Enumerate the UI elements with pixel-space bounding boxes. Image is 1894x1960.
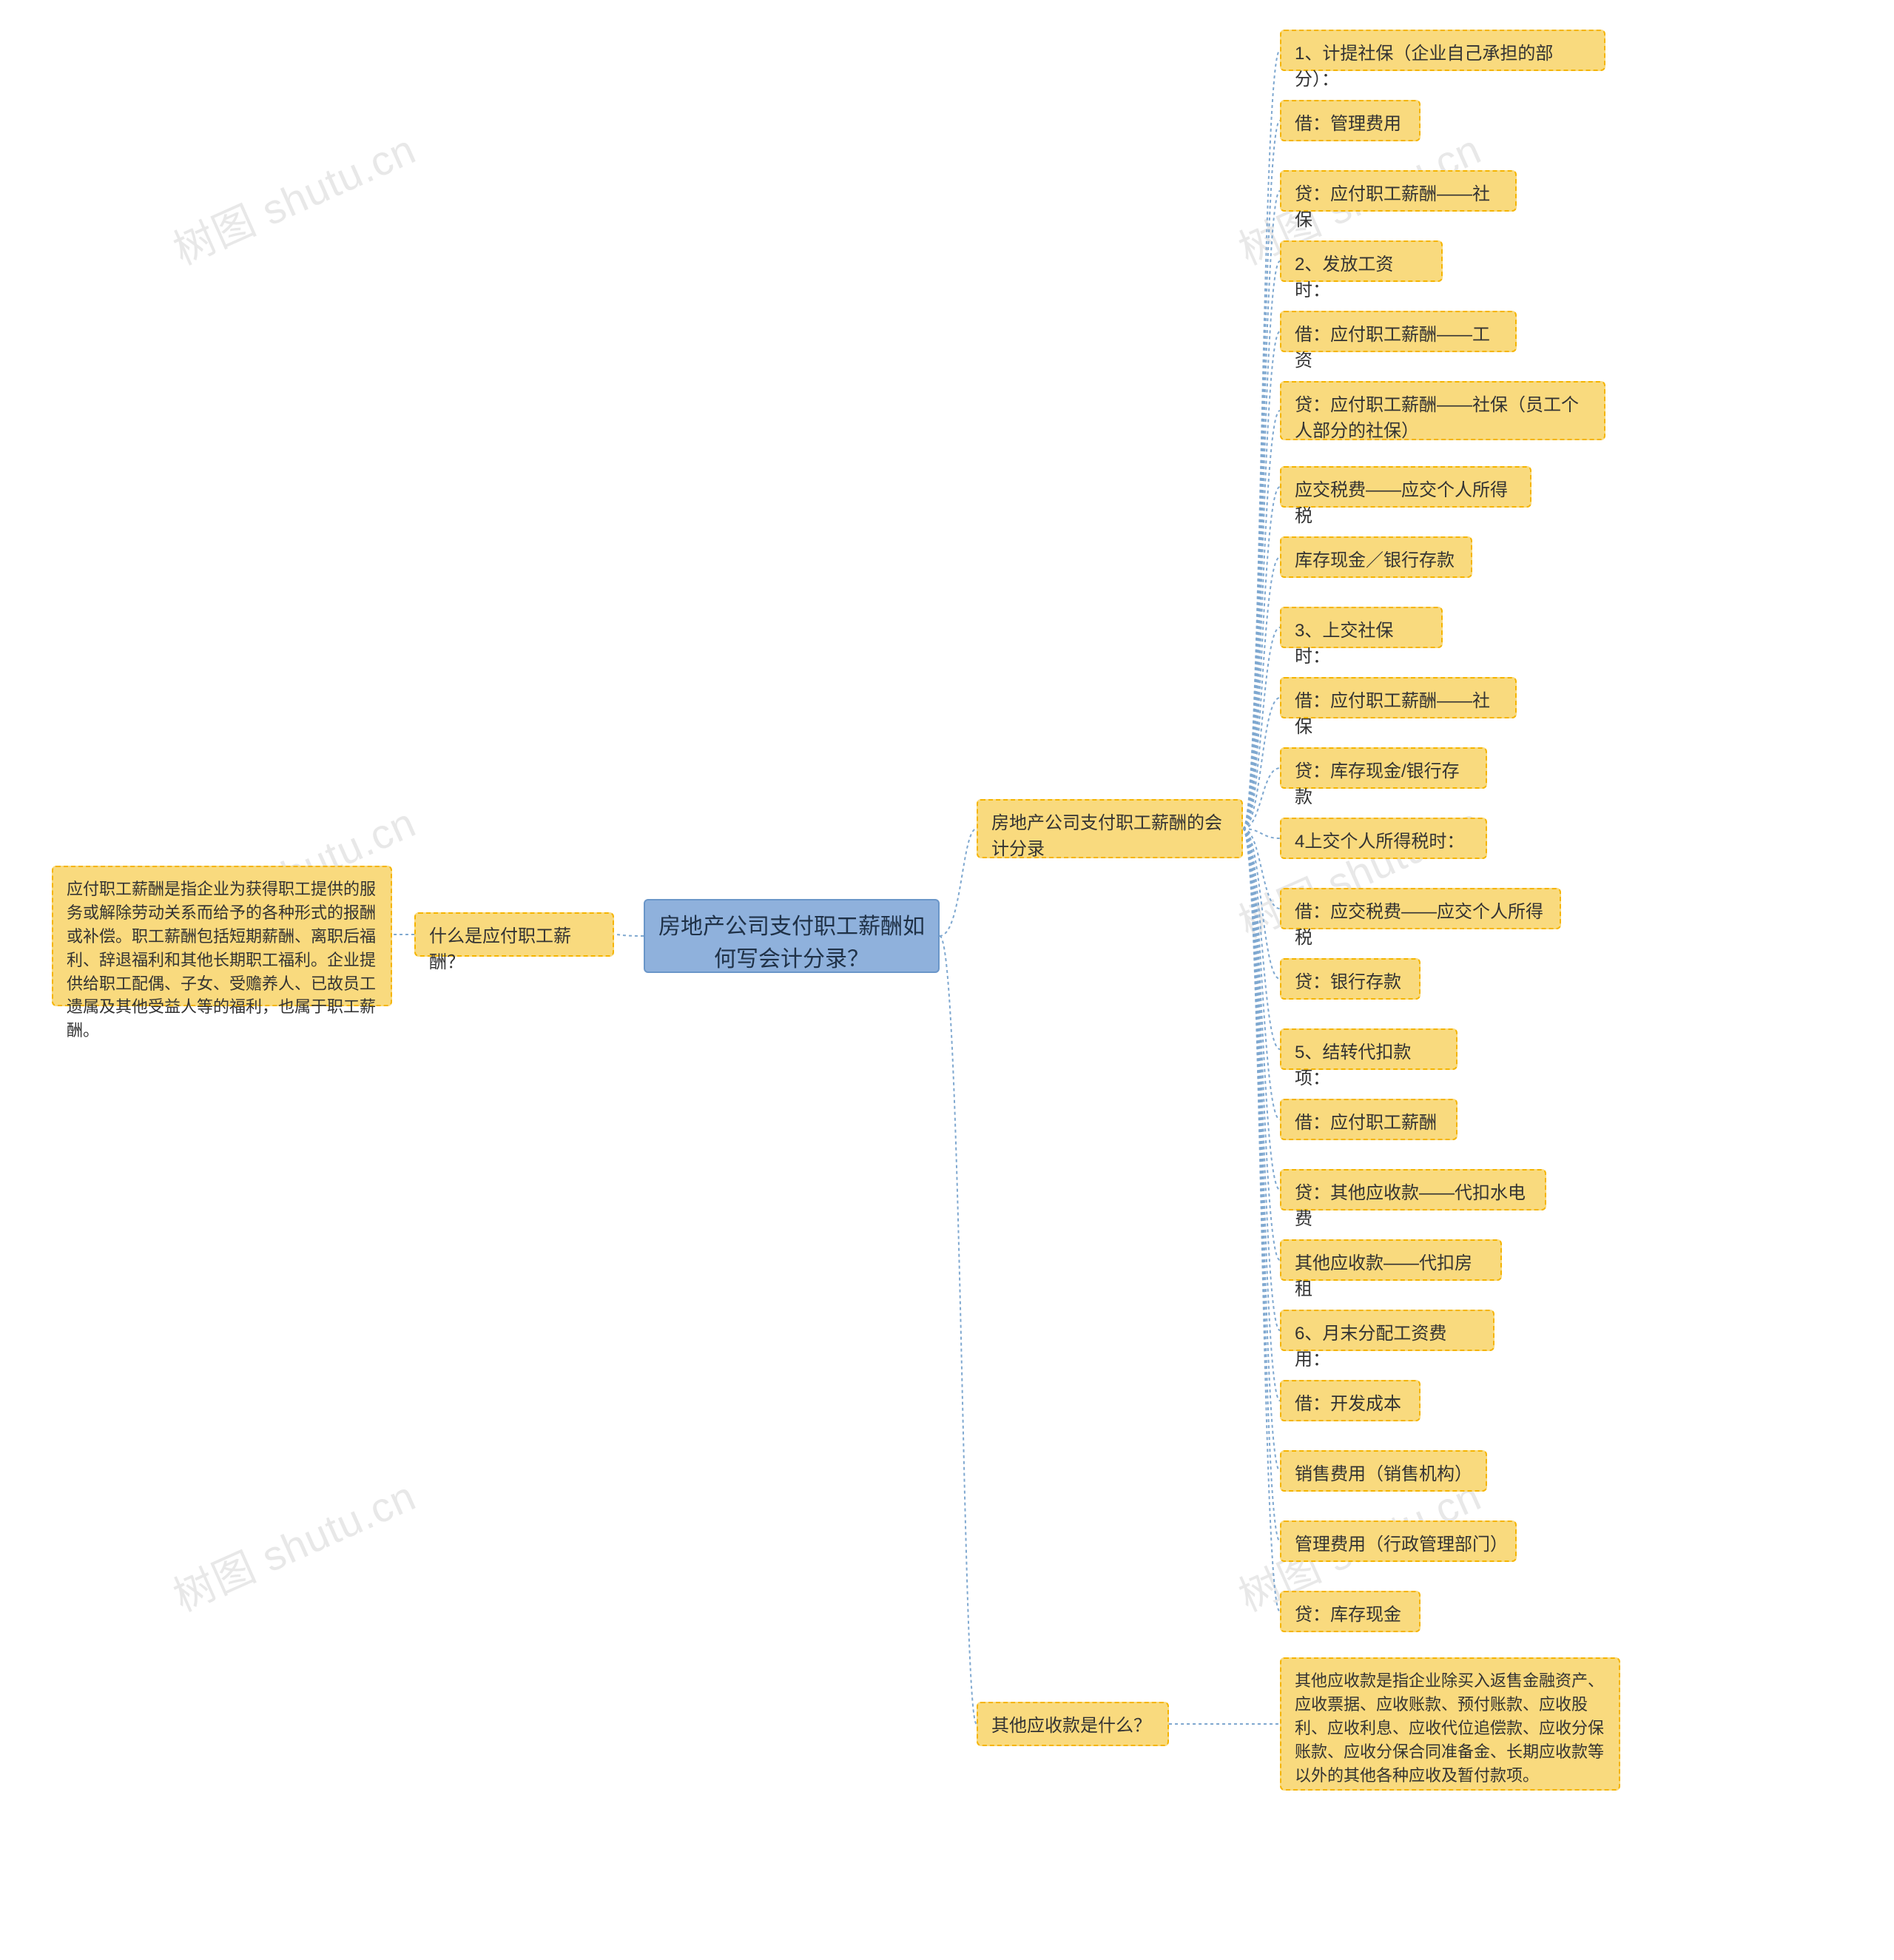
leaf-entry[interactable]: 借：应交税费——应交个人所得税 (1280, 888, 1561, 929)
leaf-entry[interactable]: 借：开发成本 (1280, 1380, 1420, 1421)
leaf-entry[interactable]: 贷：应付职工薪酬——社保（员工个人部分的社保） (1280, 381, 1605, 440)
leaf-entry[interactable]: 借：应付职工薪酬 (1280, 1099, 1457, 1140)
leaf-entry[interactable]: 管理费用（行政管理部门） (1280, 1520, 1517, 1562)
branch-what-is-yingfu[interactable]: 什么是应付职工薪酬？ (414, 912, 614, 957)
leaf-entry[interactable]: 贷：银行存款 (1280, 958, 1420, 1000)
leaf-entry[interactable]: 贷：其他应收款——代扣水电费 (1280, 1169, 1546, 1210)
leaf-entry[interactable]: 1、计提社保（企业自己承担的部分）： (1280, 30, 1605, 71)
watermark: 树图 shutu.cn (163, 117, 424, 277)
branch-entries[interactable]: 房地产公司支付职工薪酬的会计分录 (977, 799, 1243, 858)
leaf-entry[interactable]: 6、月末分配工资费用： (1280, 1310, 1494, 1351)
leaf-entry[interactable]: 库存现金／银行存款 (1280, 536, 1472, 578)
leaf-entry[interactable]: 3、上交社保时： (1280, 607, 1443, 648)
watermark: 树图 shutu.cn (163, 1464, 424, 1623)
leaf-entry[interactable]: 5、结转代扣款项： (1280, 1028, 1457, 1070)
branch-other-receivables[interactable]: 其他应收款是什么？ (977, 1702, 1169, 1746)
leaf-entry[interactable]: 贷：库存现金 (1280, 1591, 1420, 1632)
leaf-other-recv-def[interactable]: 其他应收款是指企业除买入返售金融资产、应收票据、应收账款、预付账款、应收股利、应… (1280, 1657, 1620, 1791)
leaf-entry[interactable]: 2、发放工资时： (1280, 240, 1443, 282)
leaf-entry[interactable]: 销售费用（销售机构） (1280, 1450, 1487, 1492)
root-node[interactable]: 房地产公司支付职工薪酬如何写会计分录？ (644, 899, 940, 973)
mindmap-canvas: 树图 shutu.cn 树图 shutu.cn 树图 shutu.cn 树图 s… (0, 0, 1894, 1960)
leaf-entry[interactable]: 借：管理费用 (1280, 100, 1420, 141)
leaf-yingfu-def[interactable]: 应付职工薪酬是指企业为获得职工提供的服务或解除劳动关系而给予的各种形式的报酬或补… (52, 866, 392, 1006)
leaf-entry[interactable]: 贷：库存现金/银行存款 (1280, 747, 1487, 789)
leaf-entry[interactable]: 其他应收款——代扣房租 (1280, 1239, 1502, 1281)
leaf-entry[interactable]: 应交税费——应交个人所得税 (1280, 466, 1531, 508)
leaf-entry[interactable]: 借：应付职工薪酬——社保 (1280, 677, 1517, 718)
leaf-entry[interactable]: 借：应付职工薪酬——工资 (1280, 311, 1517, 352)
leaf-entry[interactable]: 贷：应付职工薪酬——社保 (1280, 170, 1517, 212)
leaf-entry[interactable]: 4上交个人所得税时： (1280, 818, 1487, 859)
